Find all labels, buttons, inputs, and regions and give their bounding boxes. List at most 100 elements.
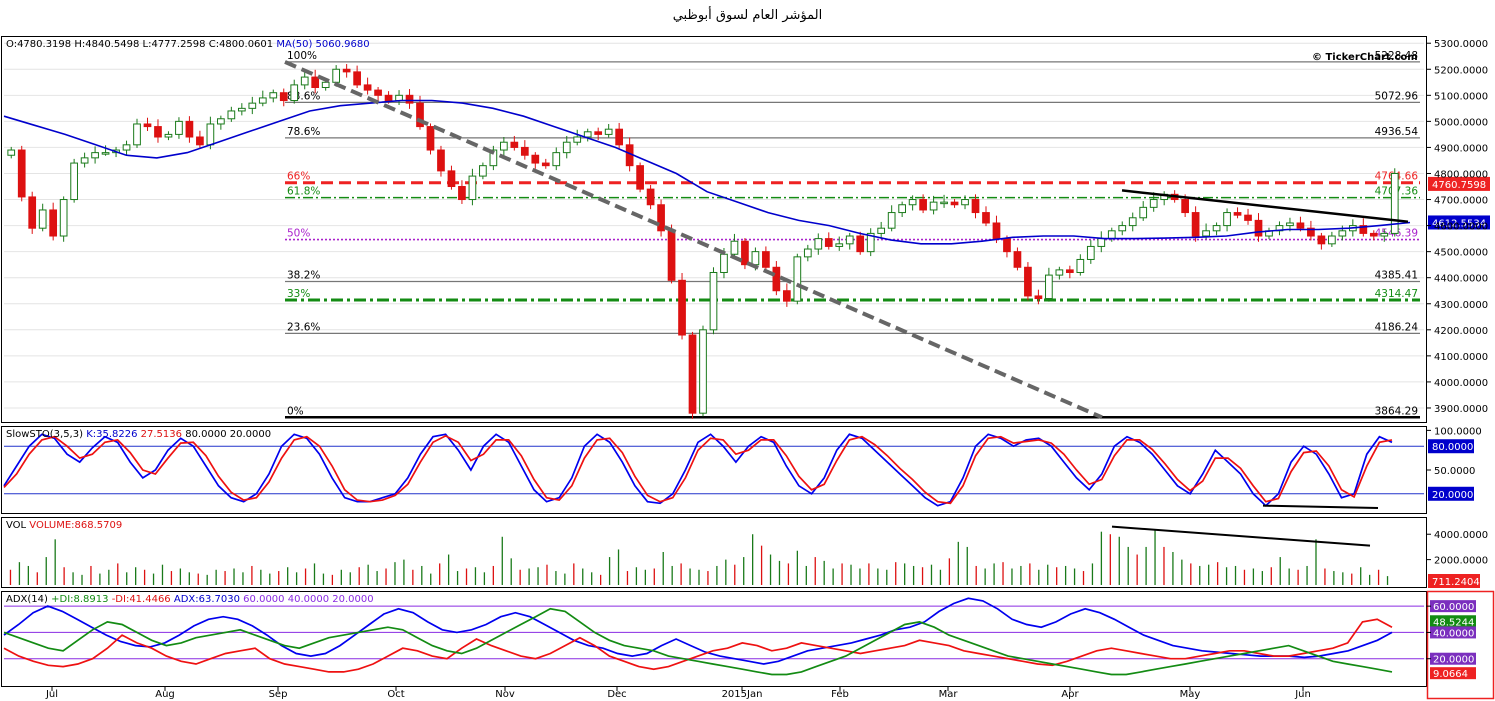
candle-body: [1055, 269, 1064, 276]
price-panel-frame: [1, 36, 1427, 423]
candle-body: [217, 118, 225, 125]
candle-body: [678, 279, 686, 336]
vol-panel-frame: [1, 517, 1427, 588]
candle-body: [17, 149, 26, 198]
candle-body: [1003, 238, 1011, 253]
fib-level-value: 4186.24: [1375, 321, 1419, 333]
candle-body: [1328, 235, 1336, 245]
x-axis-label: May: [1180, 689, 1201, 700]
candle-body: [1118, 225, 1127, 232]
price-header: O:4780.3198 H:4840.5498 L:4777.2598 C:48…: [6, 39, 370, 50]
candle-body: [1097, 238, 1106, 247]
candle-body: [479, 165, 487, 177]
adx-60-box: [1430, 600, 1476, 613]
adx-20-box: [1430, 652, 1476, 665]
candle-body: [1107, 230, 1116, 240]
candle-body: [59, 199, 68, 237]
candle-body: [1212, 225, 1221, 232]
candle-body: [143, 123, 152, 128]
candle-body: [877, 227, 886, 234]
sto-80-box: [1428, 439, 1474, 454]
candle-body: [824, 238, 833, 247]
volume-last-label: 711.2404: [1432, 577, 1480, 588]
sto-20-label: 20.0000: [1432, 490, 1473, 501]
high-readout: H:4840.5498: [74, 39, 139, 50]
candle-body: [982, 212, 990, 224]
candle-body: [552, 152, 561, 167]
candle-body: [835, 243, 844, 247]
candle-body: [458, 186, 466, 201]
candle-body: [405, 94, 414, 104]
candle-body: [122, 144, 131, 151]
candle-body: [709, 271, 718, 331]
x-axis-label: Dec: [607, 689, 626, 700]
candle-body: [38, 209, 47, 229]
fib-level-pct: 78.6%: [287, 126, 320, 138]
candle-body: [489, 149, 498, 167]
candle-body: [741, 240, 749, 266]
adx-40-label: 40.0000: [1433, 628, 1474, 639]
candle-body: [332, 68, 341, 83]
selected-panel-outline: [1426, 590, 1495, 700]
fib-level-pct: 66%: [287, 171, 310, 183]
candle-body: [1045, 274, 1053, 300]
fib-level-pct: 33%: [287, 288, 310, 300]
candle-body: [1149, 199, 1158, 208]
candle-body: [1223, 212, 1231, 227]
price-axis-label: 4100.0000: [1434, 352, 1488, 363]
adx-pdi-box: [1430, 615, 1476, 628]
plus-di-line: [3, 607, 1393, 676]
ma-value-box: [1428, 215, 1490, 230]
x-axis-label: Mar: [939, 689, 959, 700]
price-axis-label: 3900.0000: [1434, 404, 1488, 415]
sto-axis-label: 100.0000: [1434, 426, 1482, 437]
adx-mdi-box: [1430, 667, 1476, 680]
sto-20-box: [1428, 486, 1474, 501]
volume-last-box: [1428, 574, 1480, 588]
candle-body: [573, 136, 582, 143]
candle-body: [866, 232, 875, 253]
candle-body: [426, 126, 435, 151]
sto-axis-label: 50.0000: [1434, 466, 1475, 477]
candle-body: [80, 157, 89, 164]
candle-body: [1380, 232, 1389, 237]
candle-body: [206, 123, 215, 146]
candle-body: [416, 102, 424, 128]
low-readout: L:4777.2598: [143, 39, 206, 50]
candle-body: [185, 120, 194, 138]
candle-body: [1359, 225, 1368, 234]
price-axis-label: 5100.0000: [1434, 91, 1488, 102]
candle-body: [919, 199, 927, 211]
candle-body: [898, 204, 906, 214]
candle-body: [604, 128, 613, 135]
price-axis-label: 5200.0000: [1434, 65, 1488, 76]
candle-body: [353, 71, 361, 86]
candle-body: [321, 81, 330, 89]
candle-body: [531, 154, 540, 164]
x-axis-label: 2015Jan: [722, 689, 763, 700]
candle-body: [1338, 230, 1347, 237]
candle-body: [520, 146, 529, 156]
fib-level-pct: 0%: [287, 405, 304, 417]
x-axis-label: Apr: [1061, 689, 1079, 700]
x-axis-label: Oct: [387, 689, 404, 700]
candle-body: [1317, 235, 1326, 245]
candle-body: [908, 199, 917, 206]
fib-level-pct: 61.8%: [287, 186, 320, 198]
candle-body: [500, 141, 508, 151]
candle-body: [646, 188, 655, 206]
candle-body: [91, 152, 99, 159]
candle-body: [164, 133, 173, 138]
candle-body: [803, 248, 812, 258]
candle-body: [196, 136, 204, 146]
candle-body: [1369, 232, 1378, 237]
price-axis-label: 4200.0000: [1434, 326, 1488, 337]
candle-body: [154, 126, 162, 138]
fib-level-value: 4936.54: [1375, 126, 1419, 138]
candle-body: [720, 253, 728, 273]
x-axis-label: Jun: [1294, 689, 1311, 700]
candle-body: [1076, 258, 1085, 273]
candle-body: [856, 235, 865, 253]
fib-level-value: 3864.29: [1375, 405, 1418, 417]
